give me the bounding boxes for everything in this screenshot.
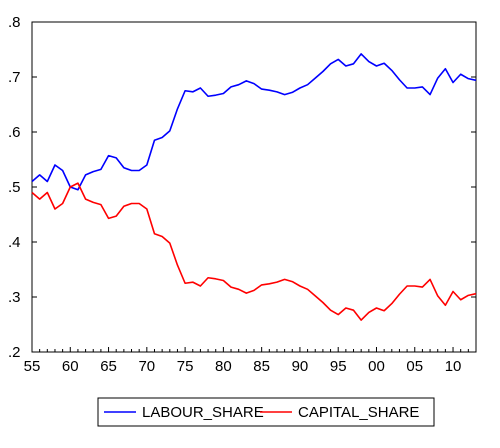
x-tick-label: 10 xyxy=(445,358,462,375)
legend-label-labour-share: LABOUR_SHARE xyxy=(142,404,264,421)
x-tick-label: 90 xyxy=(292,358,309,375)
y-tick-label: .2 xyxy=(8,344,21,361)
x-tick-label: 75 xyxy=(177,358,194,375)
legend: LABOUR_SHARE CAPITAL_SHARE xyxy=(97,397,435,427)
x-tick-label: 60 xyxy=(62,358,79,375)
plot-frame xyxy=(31,21,477,353)
x-tick-label: 95 xyxy=(330,358,347,375)
series-layer xyxy=(31,53,477,321)
y-tick-label: .6 xyxy=(8,124,21,141)
legend-label-capital-share: CAPITAL_SHARE xyxy=(298,404,419,421)
x-tick-label: 80 xyxy=(215,358,232,375)
x-tick-label: 55 xyxy=(24,358,41,375)
x-tick-label: 05 xyxy=(406,358,423,375)
y-axis: .2 .3 .4 .5 .6 .7 .8 xyxy=(8,14,476,361)
y-tick-label: .3 xyxy=(8,289,21,306)
series-line-labour-share xyxy=(31,53,477,191)
x-tick-label: 85 xyxy=(253,358,270,375)
y-tick-label: .4 xyxy=(8,234,21,251)
x-axis: 55 60 65 70 75 80 85 90 95 00 05 10 xyxy=(24,347,477,375)
y-tick-label: .8 xyxy=(8,14,21,31)
y-tick-label: .5 xyxy=(8,179,21,196)
x-tick-label: 70 xyxy=(138,358,155,375)
series-line-capital-share xyxy=(31,182,477,321)
x-tick-label: 00 xyxy=(368,358,385,375)
x-tick-label: 65 xyxy=(100,358,117,375)
y-tick-label: .7 xyxy=(8,69,21,86)
